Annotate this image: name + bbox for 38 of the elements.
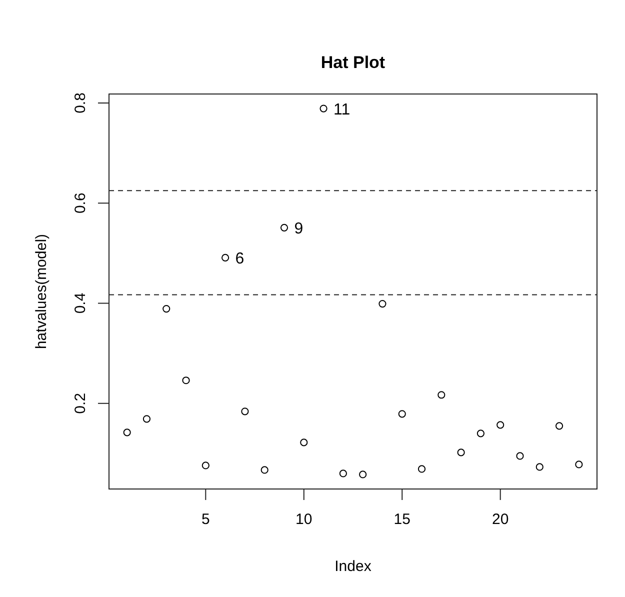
point [555,422,564,430]
point [516,452,524,460]
point [438,391,446,399]
point [496,421,504,429]
y-tick-label: 0.6 [72,192,89,214]
annotation: 6 [235,250,244,268]
point [202,462,210,470]
x-tick-label: 5 [201,511,210,528]
point [476,430,484,438]
point [123,428,131,436]
y-tick-label: 0.8 [72,92,89,114]
x-tick-label: 20 [492,511,509,528]
point [222,254,230,262]
point [241,408,249,416]
point [339,470,347,478]
chart-title: Hat Plot [320,53,386,72]
point [398,410,406,418]
point [300,438,308,446]
annotation: 11 [334,102,350,119]
y-tick-label: 0.2 [72,392,89,414]
y-axis-title: hatvalues(model) [33,234,50,350]
annotation: 9 [294,220,304,238]
x-tick-label: 15 [394,511,410,528]
x-tick-label: 10 [296,511,312,528]
point [418,465,426,473]
point [378,300,386,308]
point [162,304,170,313]
x-axis-title: Index [334,558,372,575]
point [260,466,268,474]
y-tick-label: 0.4 [72,292,89,314]
point [280,224,288,232]
point [359,470,367,478]
point [536,463,544,471]
point [457,448,465,456]
point [320,104,328,112]
point [182,376,190,384]
point [142,415,151,423]
point [575,460,583,468]
